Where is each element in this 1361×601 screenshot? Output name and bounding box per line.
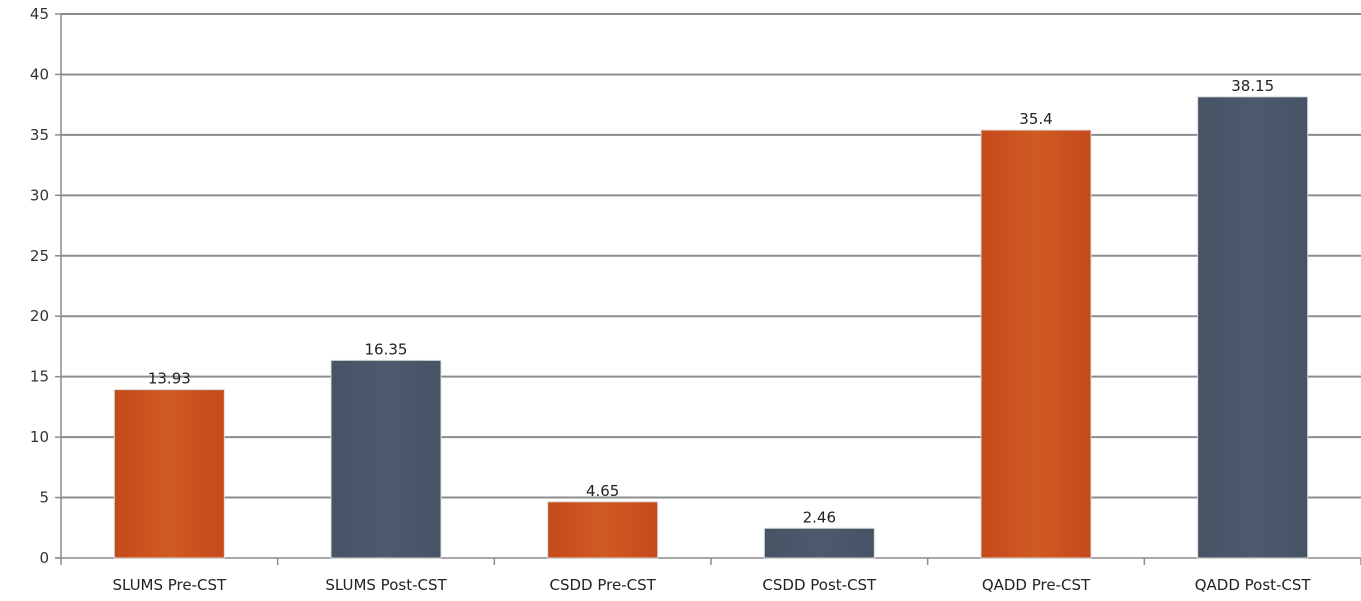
x-tick-label: QADD Post-CST [1195,576,1312,594]
bar-slums-pre-cst [113,389,225,559]
data-label: 16.35 [365,340,408,358]
x-tick-label: QADD Pre-CST [982,576,1091,594]
category-labels: SLUMS Pre-CST SLUMS Post-CST CSDD Pre-CST C… [112,576,1311,594]
data-label: 4.65 [586,482,619,500]
x-tick-label: CSDD Post-CST [762,576,877,594]
axes [55,13,1361,565]
data-label: 2.46 [803,508,836,526]
x-tick-label: CSDD Pre-CST [550,576,657,594]
bars [113,96,1309,559]
bar-csdd-pre-cst [547,501,659,559]
x-tick-label: SLUMS Pre-CST [112,576,227,594]
y-tick-label: 20 [30,307,49,325]
gridlines [61,13,1361,499]
y-tick-label: 5 [39,489,49,507]
y-tick-label: 40 [30,65,49,83]
y-tick-label: 30 [30,186,49,204]
y-tick-label: 10 [30,428,49,446]
y-tick-label: 25 [30,247,49,265]
y-tick-label: 0 [39,549,49,567]
y-tick-labels: 0 5 10 15 20 25 30 35 40 45 [30,5,49,567]
y-tick-label: 15 [30,368,49,386]
bar-csdd-post-cst [763,527,875,559]
bar-slums-post-cst [330,359,442,559]
y-tick-label: 45 [30,5,49,23]
data-label: 13.93 [148,370,191,388]
bar-qadd-post-cst [1197,96,1309,559]
bar-qadd-pre-cst [980,129,1092,559]
x-tick-label: SLUMS Post-CST [325,576,447,594]
data-label: 38.15 [1231,77,1274,95]
y-tick-label: 35 [30,126,49,144]
data-label: 35.4 [1019,110,1052,128]
data-labels: 13.93 16.35 4.65 2.46 35.4 38.15 [148,77,1274,526]
